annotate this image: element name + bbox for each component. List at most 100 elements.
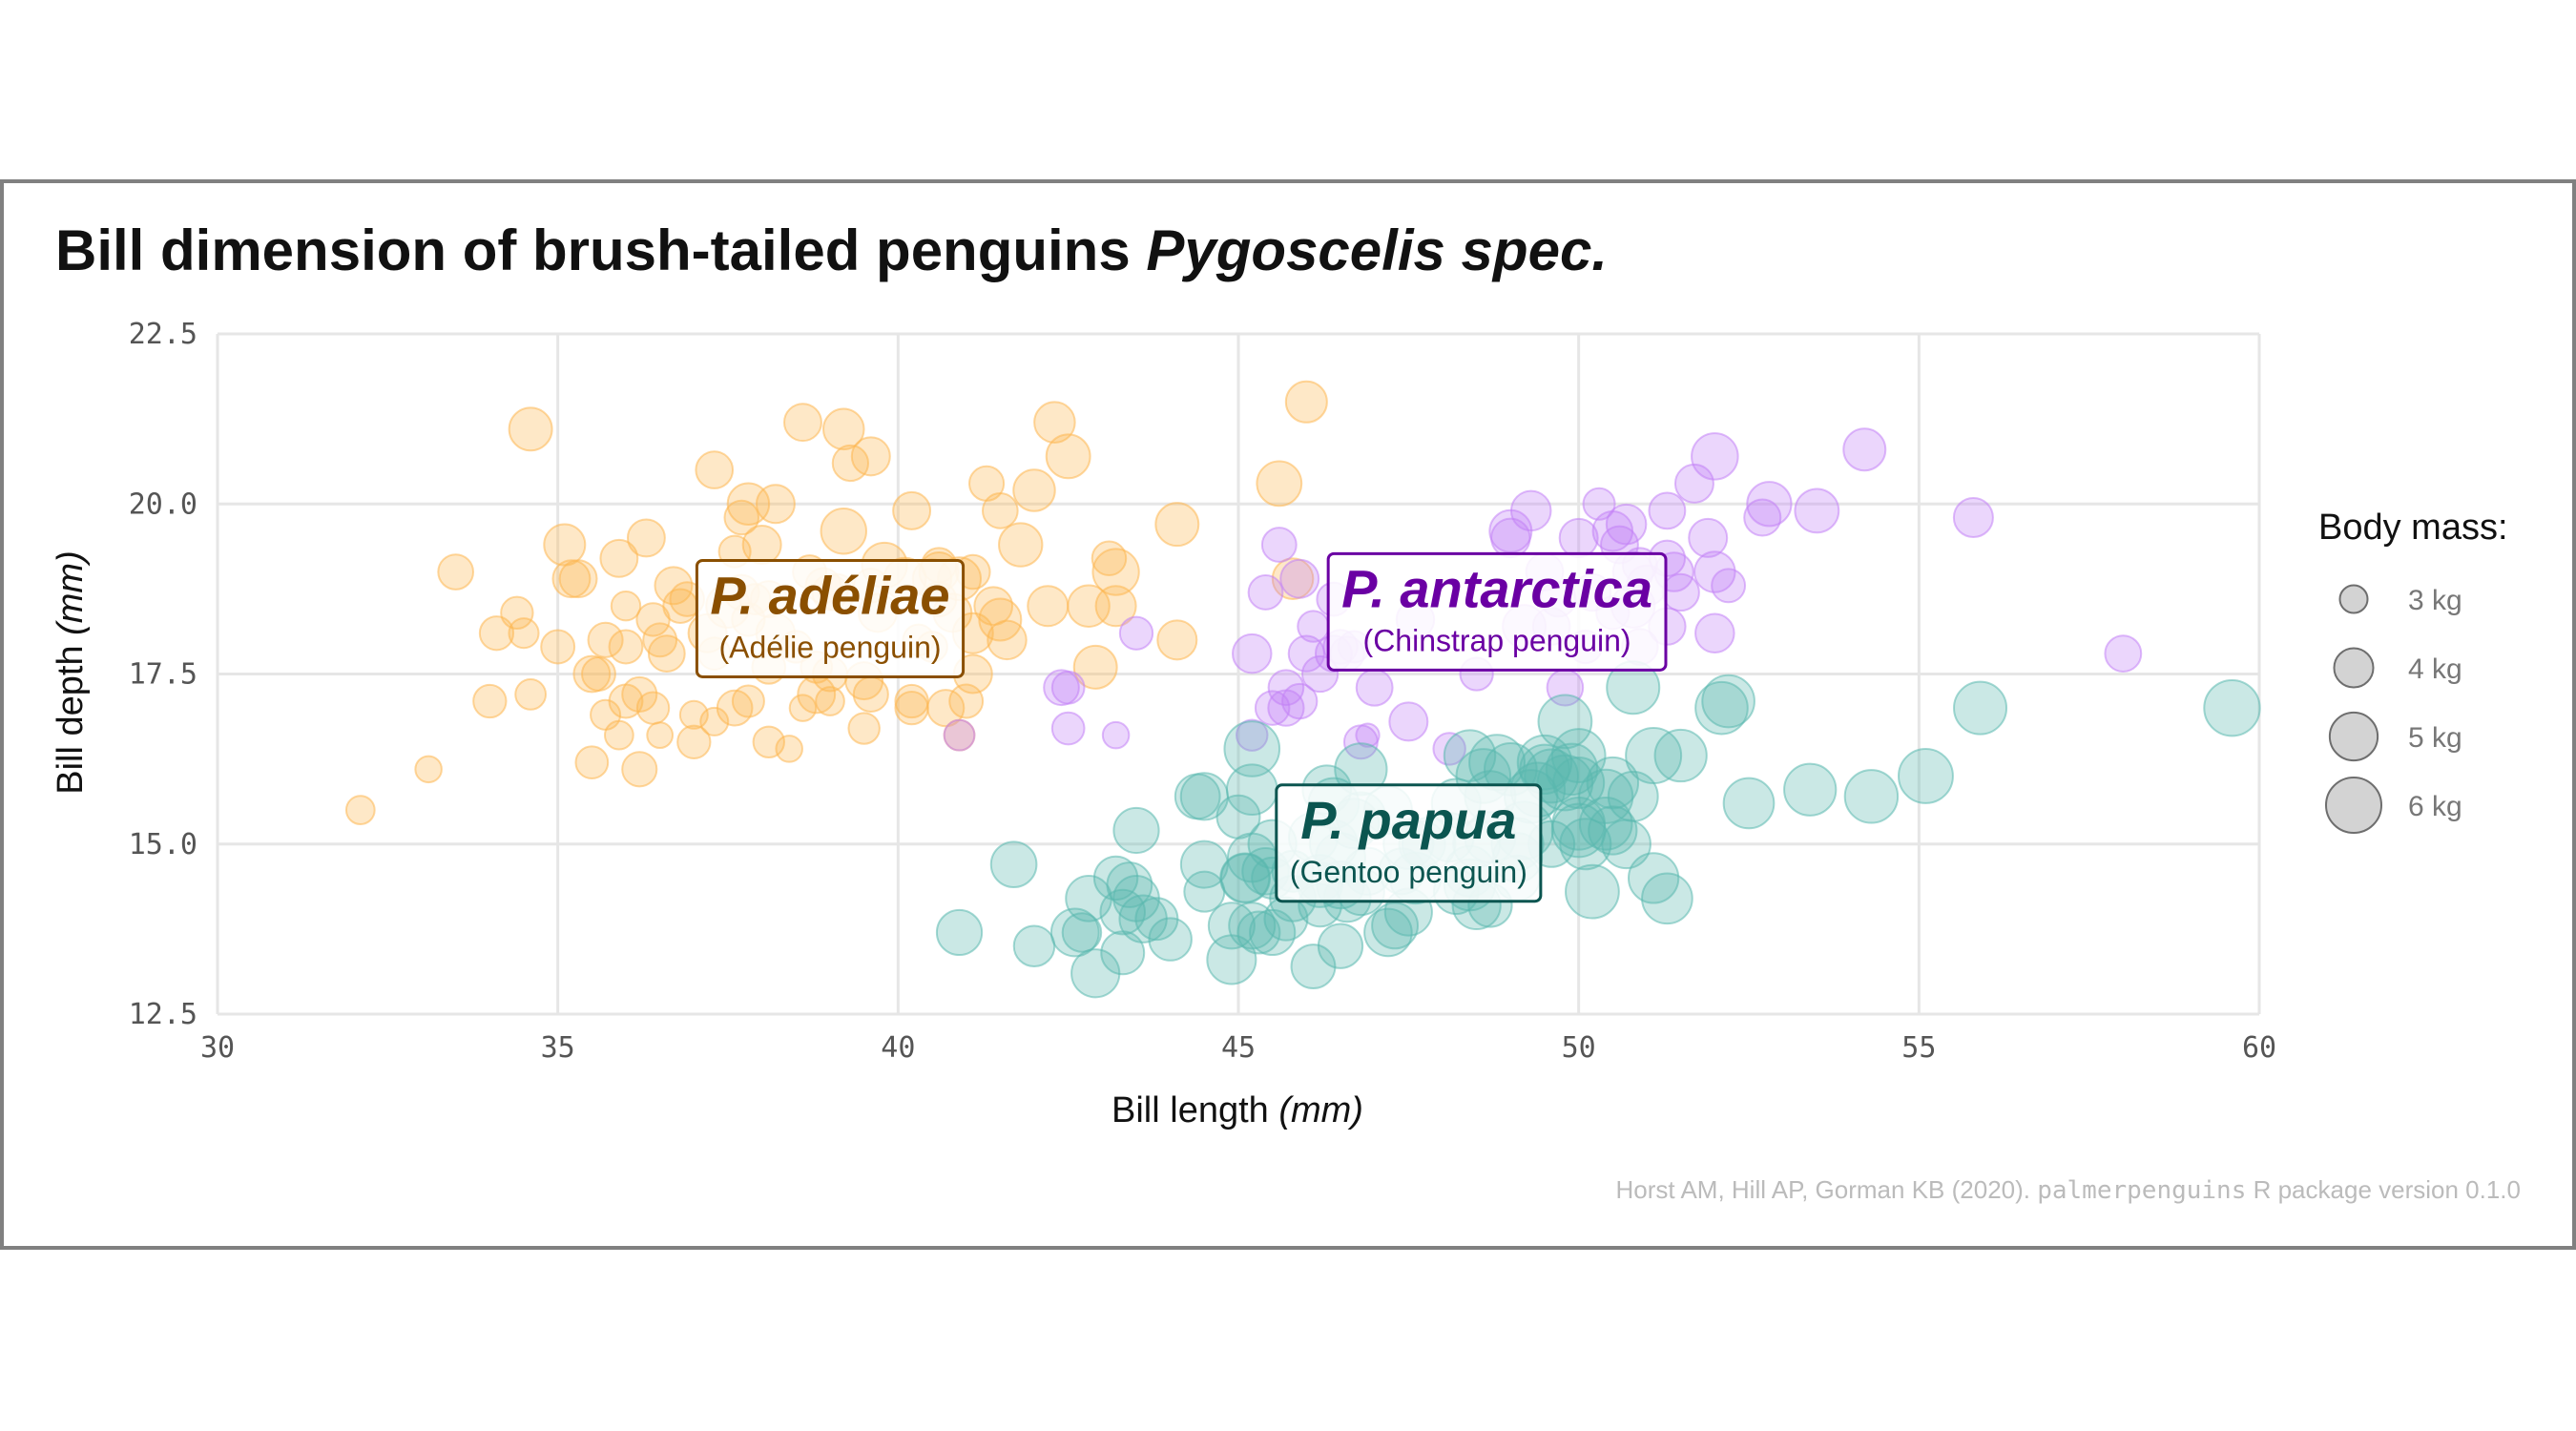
- data-point-adeliae: [581, 656, 616, 692]
- data-point-adeliae: [599, 538, 639, 578]
- data-point-papua: [1625, 727, 1683, 785]
- data-point-papua: [1694, 680, 1749, 736]
- data-point-adeliae: [1072, 644, 1118, 690]
- data-point-adeliae: [1256, 460, 1303, 508]
- data-point-antarctica: [1605, 503, 1648, 546]
- tick-labels: 30 35 40 45 50 55 60 12.5 15.0 17.5 20.0 22.5: [129, 318, 2276, 1065]
- data-point-papua: [1223, 720, 1281, 778]
- data-point-adeliae: [610, 590, 642, 622]
- data-point-adeliae: [604, 719, 634, 751]
- annotation-papua: P. papua (Gentoo penguin): [1275, 783, 1543, 903]
- data-point-adeliae: [987, 619, 1028, 661]
- data-point-adeliae: [1284, 380, 1328, 424]
- data-point-adeliae: [508, 406, 553, 452]
- y-axis-title: Bill depth (mm): [51, 550, 91, 795]
- y-tick-label: 17.5: [129, 658, 197, 692]
- data-point-papua: [1148, 917, 1193, 962]
- legend-size-circle: [2338, 584, 2369, 614]
- data-point-antarctica: [1746, 481, 1793, 528]
- data-point-adeliae: [1033, 401, 1076, 444]
- data-point-papua: [1783, 762, 1838, 817]
- data-point-antarctica: [1388, 701, 1429, 742]
- y-axis-label: Bill depth: [51, 645, 91, 794]
- x-tick-label: 35: [541, 1031, 575, 1065]
- data-point-antarctica: [1355, 668, 1394, 707]
- data-point-antarctica: [1355, 722, 1381, 748]
- y-tick-label: 15.0: [129, 828, 197, 861]
- annotation-box: [695, 558, 966, 678]
- data-point-adeliae: [1012, 468, 1056, 512]
- annotation-common-name: (Gentoo penguin): [1290, 855, 1527, 889]
- data-point-antarctica: [1694, 612, 1735, 653]
- data-point-antarctica: [1648, 491, 1687, 530]
- data-point-adeliae: [500, 595, 534, 631]
- data-point-papua: [1641, 872, 1693, 925]
- data-point-antarctica: [1794, 487, 1840, 534]
- data-point-adeliae: [540, 629, 576, 665]
- data-point-papua: [1317, 923, 1364, 969]
- annotation-adeliae: P. adéliae (Adélie penguin): [695, 558, 966, 678]
- y-tick-label: 12.5: [129, 998, 197, 1031]
- data-point-adeliae: [847, 712, 881, 745]
- data-point-papua: [1559, 818, 1612, 871]
- data-point-adeliae: [894, 683, 929, 719]
- legend-size-circle: [2333, 647, 2375, 689]
- data-point-adeliae: [437, 553, 475, 591]
- data-point-adeliae: [741, 525, 782, 566]
- data-point-antarctica: [1254, 690, 1291, 726]
- data-point-adeliae: [647, 634, 686, 674]
- data-point-papua: [1290, 944, 1337, 990]
- data-point-adeliae: [1156, 619, 1198, 661]
- data-point-antarctica: [1711, 568, 1747, 604]
- data-point-papua: [1012, 924, 1056, 967]
- data-point-antarctica: [943, 718, 976, 752]
- data-point-adeliae: [472, 683, 508, 719]
- data-point-antarctica: [1952, 497, 1994, 539]
- data-point-adeliae: [852, 675, 889, 713]
- data-point-papua: [1207, 902, 1256, 950]
- data-point-adeliae: [508, 617, 540, 650]
- data-point-adeliae: [815, 686, 845, 716]
- data-point-adeliae: [1091, 548, 1140, 596]
- data-point-adeliae: [981, 492, 1019, 529]
- x-axis-label: Bill length: [1111, 1090, 1269, 1130]
- data-point-papua: [1565, 863, 1620, 920]
- data-point-adeliae: [514, 678, 548, 711]
- legend-size-circle: [2325, 777, 2382, 834]
- legend-title: Body mass:: [2318, 508, 2508, 548]
- data-point-papua: [1578, 768, 1634, 824]
- caption-package: palmerpenguins: [2037, 1176, 2246, 1205]
- data-point-antarctica: [1432, 732, 1466, 766]
- x-tick-label: 40: [881, 1031, 915, 1065]
- x-tick-label: 55: [1901, 1031, 1936, 1065]
- data-point-papua: [1179, 840, 1229, 889]
- data-point-adeliae: [820, 508, 867, 555]
- annotation-species-name: P. adéliae: [710, 565, 949, 625]
- data-point-papua: [1843, 769, 1900, 824]
- x-tick-label: 30: [200, 1031, 235, 1065]
- data-point-antarctica: [1236, 718, 1269, 752]
- data-point-adeliae: [587, 621, 624, 658]
- data-point-papua: [1701, 674, 1755, 729]
- legend-size-label: 5 kg: [2408, 722, 2462, 754]
- data-point-papua: [1537, 694, 1593, 750]
- data-point-adeliae: [973, 586, 1014, 627]
- data-point-adeliae: [822, 407, 865, 451]
- data-point-adeliae: [478, 615, 515, 652]
- data-point-papua: [1607, 770, 1659, 822]
- data-point-papua: [1228, 902, 1277, 950]
- data-point-adeliae: [635, 602, 671, 637]
- data-point-papua: [1516, 734, 1573, 791]
- data-point-adeliae: [1094, 585, 1137, 628]
- data-point-papua: [2203, 678, 2261, 737]
- species-annotations: P. adéliae (Adélie penguin) P. antarctica (…: [695, 551, 1668, 903]
- annotation-common-name: (Adélie penguin): [718, 630, 941, 664]
- y-tick-label: 22.5: [129, 318, 197, 351]
- data-point-antarctica: [1558, 517, 1599, 558]
- data-point-antarctica: [1488, 508, 1533, 553]
- data-point-adeliae: [1027, 585, 1070, 628]
- data-point-antarctica: [1661, 572, 1700, 612]
- data-point-adeliae: [850, 436, 891, 477]
- data-point-adeliae: [775, 735, 803, 763]
